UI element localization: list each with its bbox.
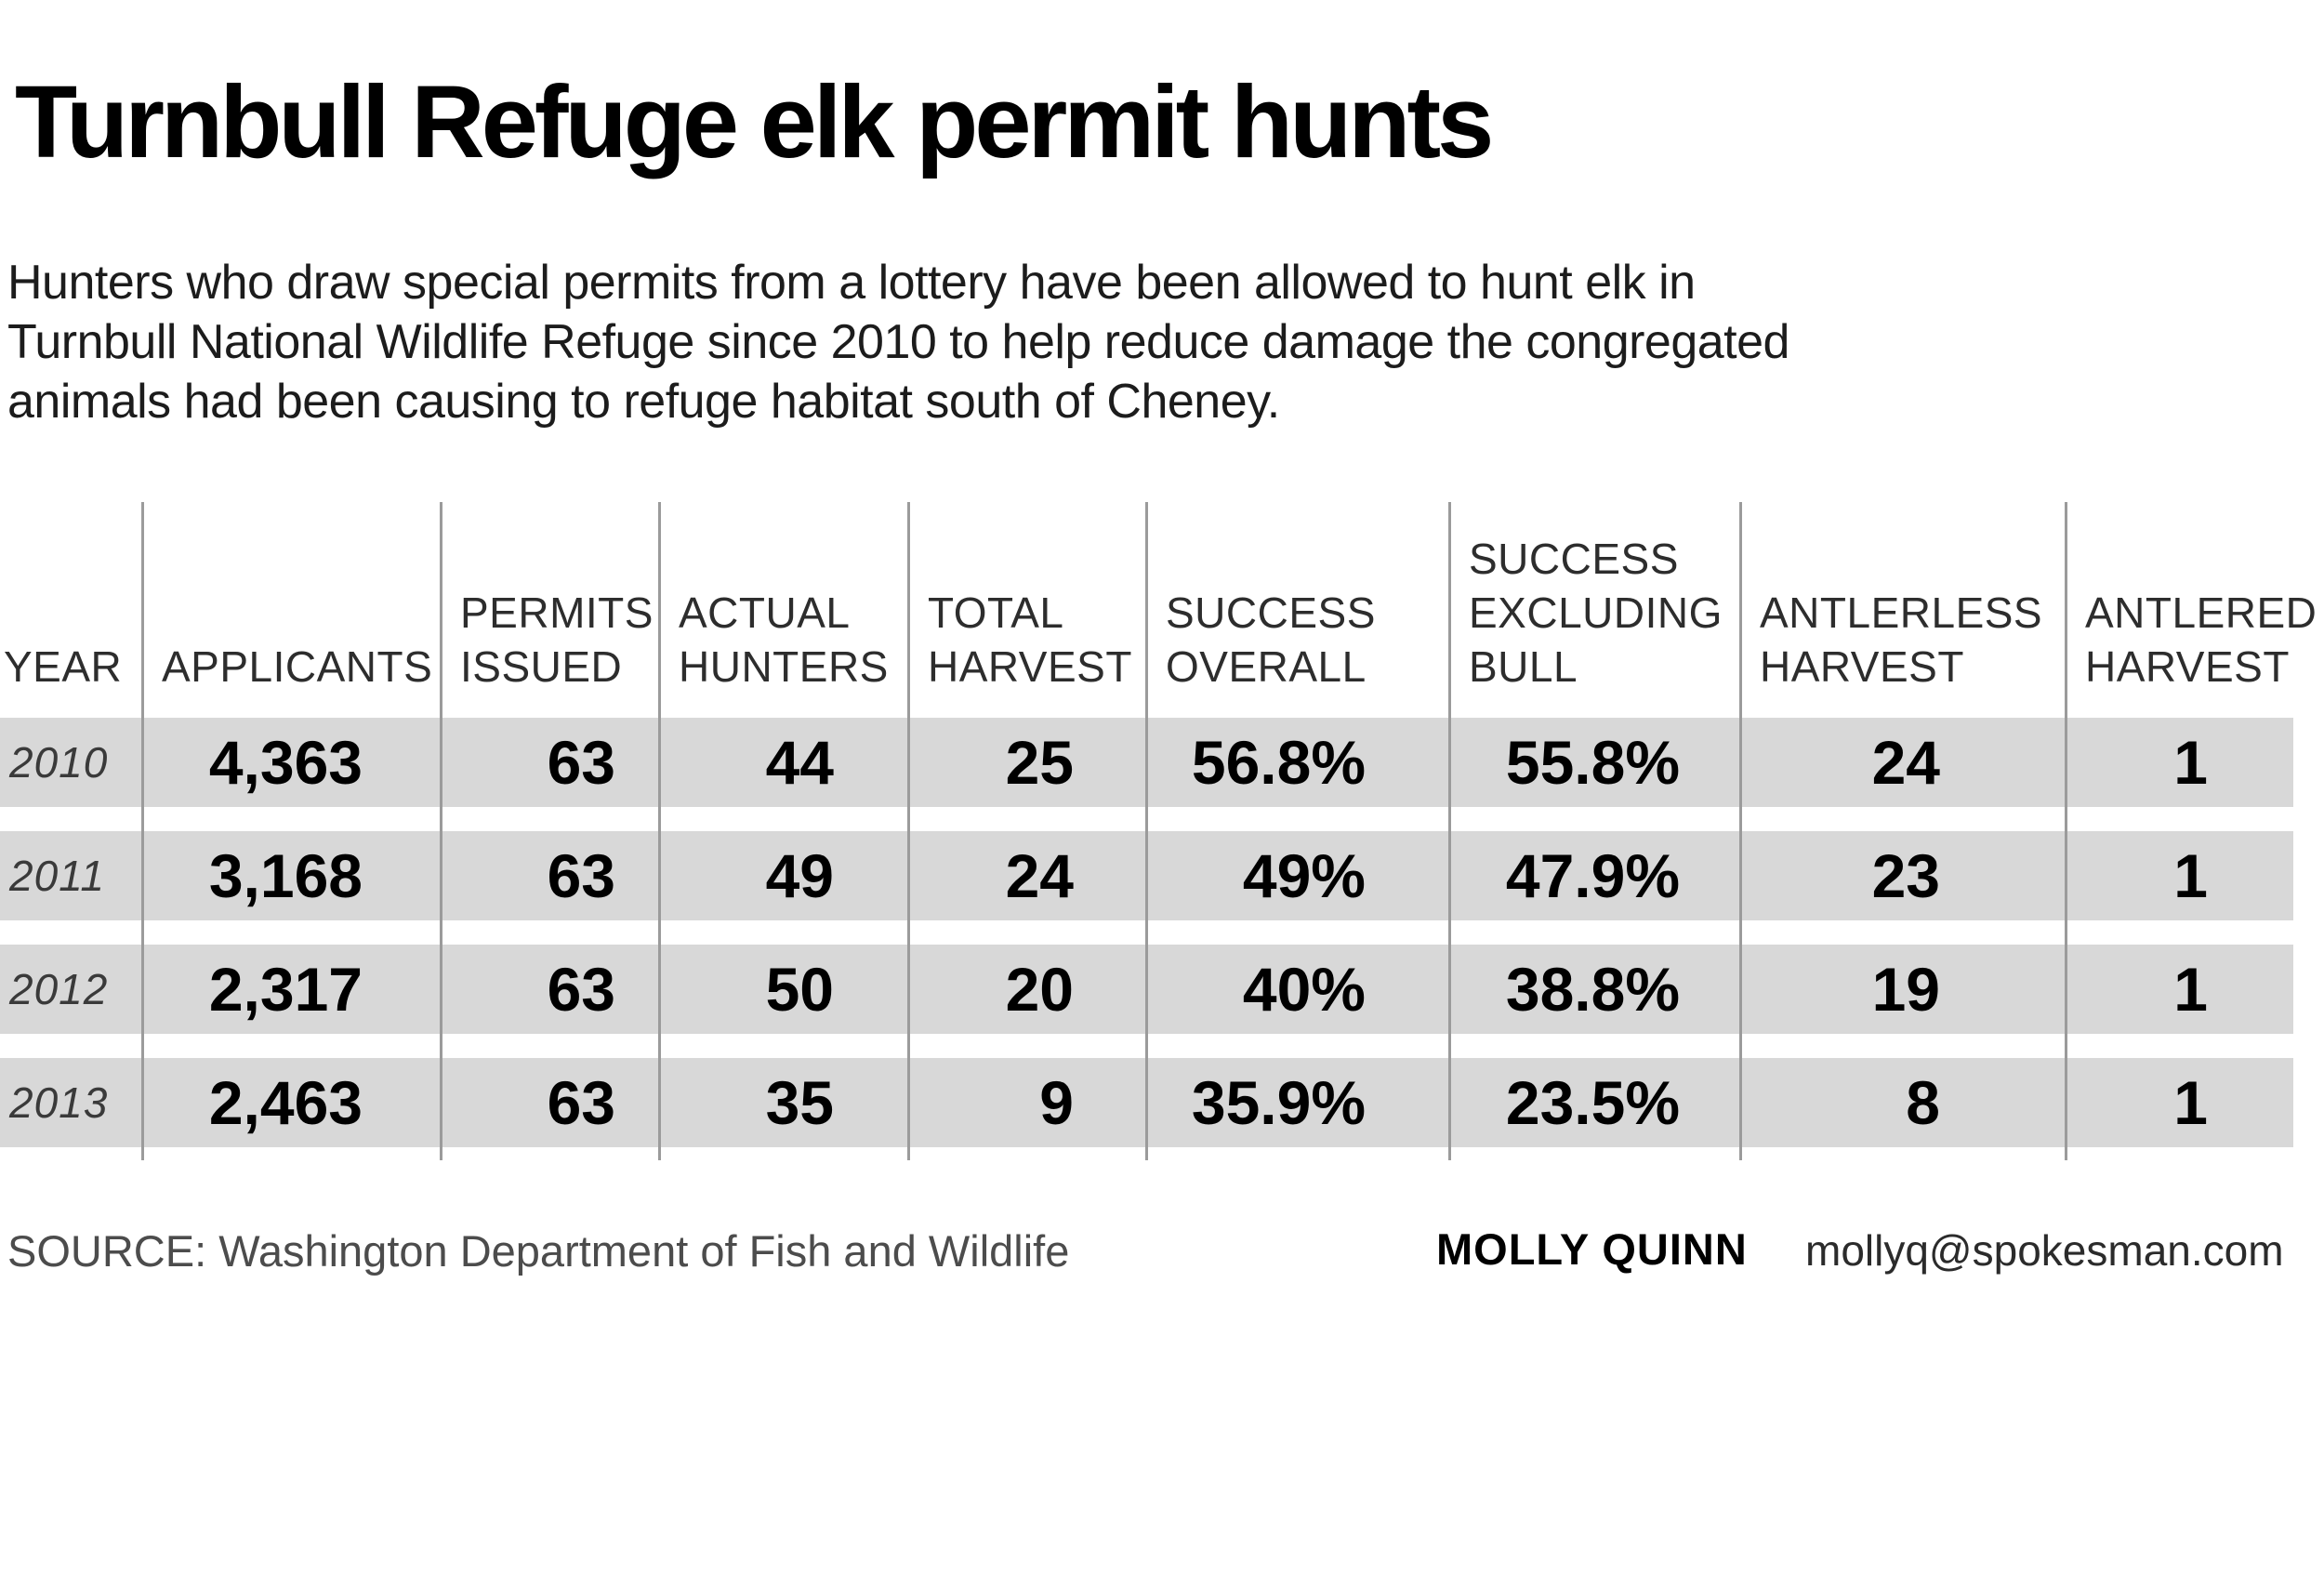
antlerless-harvest-cell: 23 bbox=[1871, 841, 1940, 910]
column-divider bbox=[907, 502, 910, 1160]
total-harvest-cell: 25 bbox=[1005, 728, 1074, 797]
success-overall-cell: 49% bbox=[1242, 841, 1366, 910]
header-row: YEAR APPLICANTS PERMITS ISSUED ACTUAL HU… bbox=[0, 502, 2324, 718]
actual-hunters-cell: 35 bbox=[765, 1068, 834, 1137]
year-cell: 2011 bbox=[9, 852, 105, 900]
column-header-antlerless-harvest: ANTLERLESS HARVEST bbox=[1760, 589, 2043, 691]
column-header-success-excluding-bull: SUCCESS EXCLUDING BULL bbox=[1469, 535, 1723, 691]
table-row: 2011 3,168 63 49 24 49% 47.9% 23 1 bbox=[0, 831, 2324, 920]
permits-issued-cell: 63 bbox=[547, 841, 615, 910]
year-cell: 2013 bbox=[9, 1078, 109, 1127]
column-header-applicants: APPLICANTS bbox=[162, 642, 433, 691]
total-harvest-cell: 20 bbox=[1005, 955, 1074, 1024]
year-cell: 2012 bbox=[9, 965, 109, 1013]
column-header-success-overall: SUCCESS OVERALL bbox=[1166, 589, 1376, 691]
column-header-year: YEAR bbox=[4, 642, 123, 691]
success-excluding-bull-cell: 38.8% bbox=[1505, 955, 1680, 1024]
column-divider bbox=[1448, 502, 1451, 1160]
applicants-cell: 3,168 bbox=[208, 841, 363, 910]
success-excluding-bull-cell: 55.8% bbox=[1505, 728, 1680, 797]
permits-issued-cell: 63 bbox=[547, 955, 615, 1024]
column-divider bbox=[1739, 502, 1742, 1160]
antlered-harvest-cell: 1 bbox=[2173, 1068, 2208, 1137]
year-cell: 2010 bbox=[9, 738, 109, 787]
column-divider bbox=[1145, 502, 1148, 1160]
subtitle-text: Hunters who draw special permits from a … bbox=[7, 256, 1789, 429]
actual-hunters-cell: 50 bbox=[765, 955, 834, 1024]
page-title: Turnbull Refuge elk permit hunts bbox=[15, 65, 1494, 179]
column-header-permits-issued: PERMITS ISSUED bbox=[460, 589, 654, 691]
antlered-harvest-cell: 1 bbox=[2173, 955, 2208, 1024]
column-header-total-harvest: TOTAL HARVEST bbox=[928, 589, 1132, 691]
permits-issued-cell: 63 bbox=[547, 728, 615, 797]
applicants-cell: 2,317 bbox=[208, 955, 363, 1024]
byline: MOLLY QUINN bbox=[1436, 1224, 1748, 1274]
total-harvest-cell: 9 bbox=[1039, 1068, 1074, 1137]
antlered-harvest-cell: 1 bbox=[2173, 841, 2208, 910]
table-row: 2010 4,363 63 44 25 56.8% 55.8% 24 1 bbox=[0, 718, 2324, 807]
total-harvest-cell: 24 bbox=[1005, 841, 1074, 910]
antlerless-harvest-cell: 19 bbox=[1871, 955, 1940, 1024]
success-excluding-bull-cell: 23.5% bbox=[1505, 1068, 1680, 1137]
table-row: 2013 2,463 63 35 9 35.9% 23.5% 8 1 bbox=[0, 1058, 2324, 1147]
success-overall-cell: 35.9% bbox=[1191, 1068, 1366, 1137]
success-overall-cell: 40% bbox=[1242, 955, 1366, 1024]
actual-hunters-cell: 44 bbox=[765, 728, 834, 797]
column-header-actual-hunters: ACTUAL HUNTERS bbox=[679, 589, 889, 691]
source-credit: SOURCE: Washington Department of Fish an… bbox=[7, 1226, 1070, 1276]
byline-email: mollyq@spokesman.com bbox=[1805, 1226, 2284, 1275]
column-divider bbox=[658, 502, 661, 1160]
applicants-cell: 4,363 bbox=[208, 728, 363, 797]
actual-hunters-cell: 49 bbox=[765, 841, 834, 910]
success-excluding-bull-cell: 47.9% bbox=[1505, 841, 1680, 910]
permits-issued-cell: 63 bbox=[547, 1068, 615, 1137]
antlerless-harvest-cell: 8 bbox=[1906, 1068, 1940, 1137]
antlerless-harvest-cell: 24 bbox=[1871, 728, 1940, 797]
antlered-harvest-cell: 1 bbox=[2173, 728, 2208, 797]
success-overall-cell: 56.8% bbox=[1191, 728, 1366, 797]
table-row: 2012 2,317 63 50 20 40% 38.8% 19 1 bbox=[0, 945, 2324, 1034]
applicants-cell: 2,463 bbox=[208, 1068, 363, 1137]
data-table: YEAR APPLICANTS PERMITS ISSUED ACTUAL HU… bbox=[0, 502, 2324, 1167]
column-divider bbox=[440, 502, 442, 1160]
column-header-antlered-harvest: ANTLERED HARVEST bbox=[2085, 589, 2317, 691]
column-divider bbox=[141, 502, 144, 1160]
column-divider bbox=[2065, 502, 2067, 1160]
